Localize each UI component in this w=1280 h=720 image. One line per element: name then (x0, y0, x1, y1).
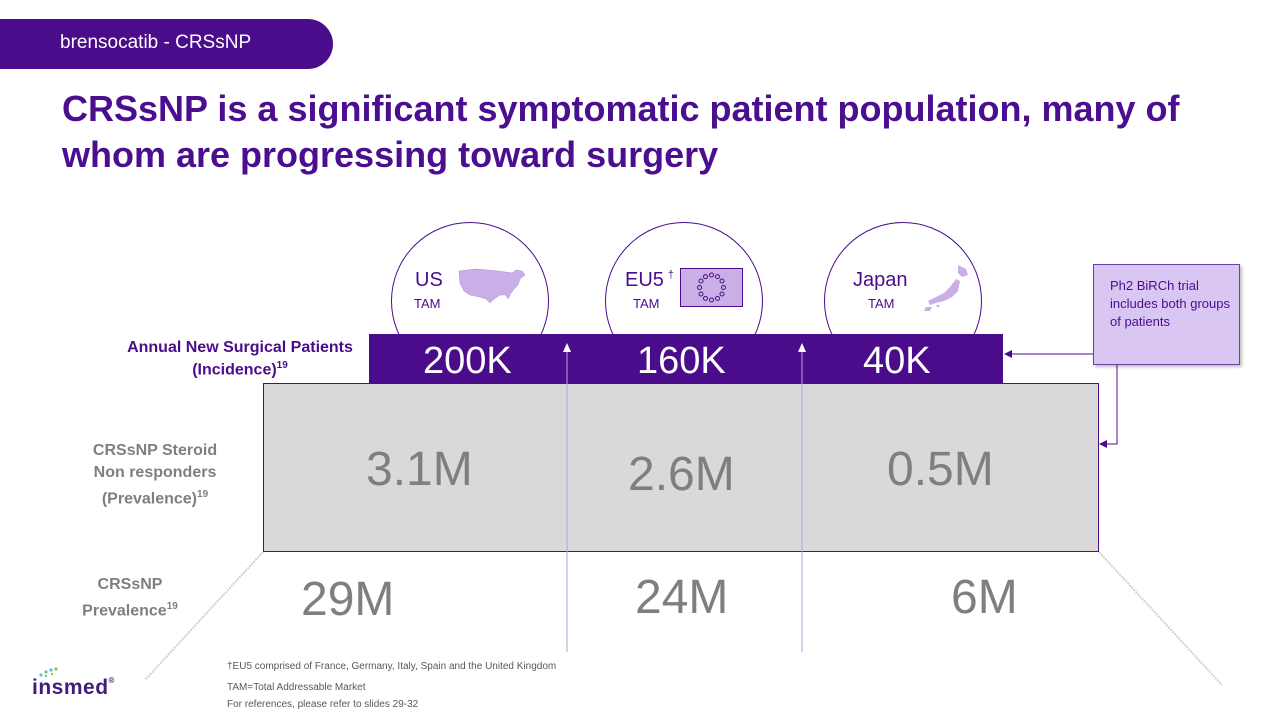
eu5-region-name: EU5 † (625, 269, 674, 292)
nonresponders-row-label: CRSsNP Steroid Non responders (Prevalenc… (75, 440, 235, 510)
incidence-bar (369, 334, 1003, 383)
us-nonresponders-value: 3.1M (366, 443, 473, 496)
nonresponders-box (263, 383, 1099, 552)
prev-label-line1: CRSsNP (97, 576, 163, 593)
nonresp-ref: 19 (197, 489, 209, 500)
logo-registered: ® (108, 676, 115, 685)
eu5-prevalence-value: 24M (635, 571, 729, 624)
nonresp-label-text: (Prevalence) (101, 490, 198, 508)
prev-label-text: Prevalence (82, 602, 167, 620)
footnote-eu5: †EU5 comprised of France, Germany, Italy… (227, 661, 557, 672)
nonresp-label-line2: Non responders (93, 464, 217, 481)
prev-label-line2: Prevalence19 (60, 596, 200, 622)
header-tag: brensocatib - CRSsNP (0, 19, 333, 69)
nonresp-label-line3: (Prevalence)19 (75, 484, 235, 510)
eu5-incidence-value: 160K (637, 340, 726, 382)
us-region-name: US (415, 269, 443, 291)
footnote-tam: TAM=Total Addressable Market (227, 682, 366, 693)
us-region-sub: TAM (414, 296, 441, 311)
japan-region-name: Japan (853, 269, 908, 291)
japan-region-sub: TAM (868, 296, 895, 311)
insmed-logo: insmed® (32, 676, 115, 700)
incidence-label-line2: (Incidence)19 (110, 357, 370, 379)
trial-callout: Ph2 BiRCh trial includes both groups of … (1093, 264, 1240, 365)
us-map-icon (458, 268, 526, 304)
callout-connector-bottom (1106, 365, 1118, 445)
japan-incidence-value: 40K (863, 340, 931, 382)
right-perspective-line (1098, 551, 1223, 686)
incidence-row-label: Annual New Surgical Patients (Incidence)… (110, 339, 370, 379)
divider-arrow-1 (563, 343, 571, 352)
page-title: CRSsNP is a significant symptomatic pati… (62, 88, 1180, 175)
logo-wordmark: insmed (32, 676, 109, 699)
japan-prevalence-value: 6M (951, 571, 1018, 624)
eu5-dagger: † (667, 269, 675, 281)
prev-ref: 19 (166, 601, 178, 612)
header-tag-text: brensocatib - CRSsNP (60, 32, 252, 53)
logo-dots-icon (39, 667, 58, 678)
japan-map-icon (924, 265, 968, 311)
eu-flag-icon (680, 268, 743, 307)
eu5-nonresponders-value: 2.6M (628, 448, 735, 501)
left-perspective-line (144, 551, 264, 681)
incidence-ref: 19 (276, 360, 288, 371)
us-incidence-value: 200K (423, 340, 512, 382)
eu5-region-sub: TAM (633, 296, 660, 311)
footnote-references: For references, please refer to slides 2… (227, 699, 419, 710)
nonresp-label-line1: CRSsNP Steroid (92, 442, 218, 459)
callout-arrow-bottom (1099, 440, 1107, 448)
incidence-label-line1: Annual New Surgical Patients (127, 339, 353, 356)
us-prevalence-value: 29M (301, 573, 395, 626)
prevalence-row-label: CRSsNP Prevalence19 (60, 574, 200, 622)
eu5-name-text: EU5 (625, 269, 664, 291)
incidence-label-text: (Incidence) (192, 361, 277, 379)
divider-arrow-2 (798, 343, 806, 352)
japan-nonresponders-value: 0.5M (887, 443, 994, 496)
callout-arrow-top (1004, 350, 1012, 358)
trial-callout-text: Ph2 BiRCh trial includes both groups of … (1110, 278, 1230, 329)
